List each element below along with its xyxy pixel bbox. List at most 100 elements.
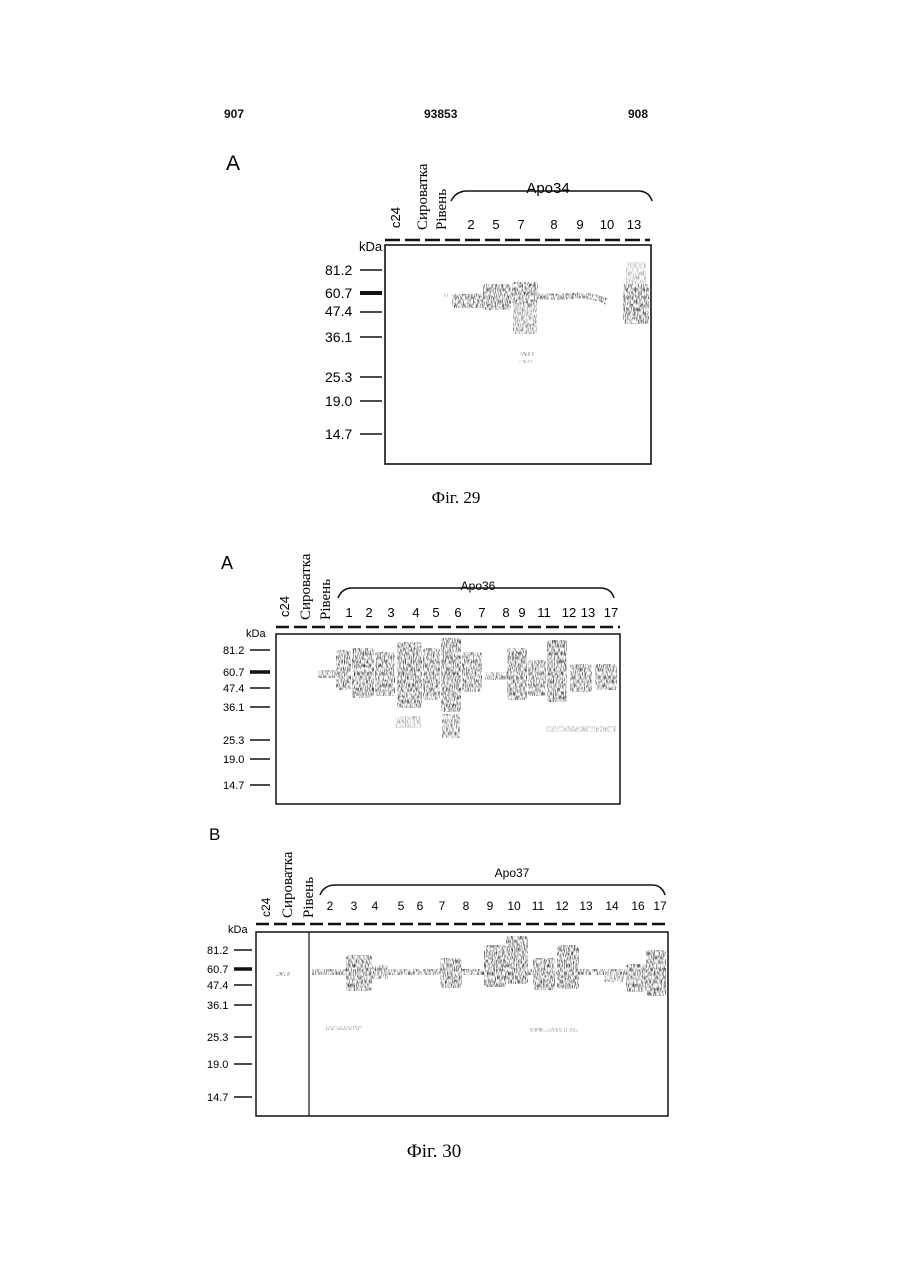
marker-label: 14.7: [207, 1092, 228, 1104]
band: [626, 964, 646, 992]
lane-label-serum: Сироватка: [298, 553, 314, 620]
group-bracket: [320, 885, 665, 895]
marker-label: 25.3: [207, 1032, 228, 1044]
band: [570, 664, 592, 692]
band: [547, 640, 567, 702]
marker-ladder: 81.2 60.7 47.4 36.1 25.3 19.0 14.7: [325, 262, 382, 442]
group-label: Apo37: [495, 866, 530, 880]
band-smear: [546, 726, 616, 732]
marker-label: 25.3: [325, 369, 352, 385]
blot-frame: [256, 932, 668, 1116]
band: [646, 950, 666, 996]
marker-label: 60.7: [325, 285, 352, 301]
band: [336, 650, 351, 690]
marker-ladder: 81.2 60.7 47.4 36.1 25.3 19.0 14.7: [207, 945, 252, 1104]
marker-label: 14.7: [325, 426, 352, 442]
lane-number: 3: [387, 605, 394, 620]
marker-ladder: 81.2 60.7 47.4 36.1 25.3 19.0 14.7: [223, 645, 270, 792]
lane-number: 17: [653, 899, 667, 913]
marker-label: 47.4: [207, 980, 228, 992]
band: [452, 294, 488, 308]
lane-number: 8: [502, 605, 509, 620]
band-smear: [530, 1028, 578, 1032]
marker-label: 14.7: [223, 780, 244, 792]
lane-number: 13: [581, 605, 595, 620]
band: [623, 284, 649, 324]
band: [462, 652, 482, 692]
band: [352, 648, 374, 698]
band: [346, 955, 372, 991]
lane-number: 8: [550, 217, 557, 232]
lane-number: 12: [562, 605, 576, 620]
marker-label: 36.1: [223, 702, 244, 714]
group-label: Apo34: [526, 180, 569, 197]
lane-label-c24: c24: [277, 596, 292, 617]
figure-caption: Фіг. 30: [407, 1141, 461, 1162]
figure-30-panel-a: A c24 Сироватка Рівень Apo36 1 2 3 4 5 6…: [221, 553, 620, 804]
group-label: Apo36: [461, 579, 496, 593]
marker-label: 19.0: [325, 393, 352, 409]
lane-number: 13: [579, 899, 593, 913]
band: [483, 284, 511, 310]
figure-29-panel-a: A c24 Сироватка Рівень Apo34 2 5 7 8 9 1…: [226, 152, 652, 507]
band-smear: [513, 304, 537, 334]
band: [485, 672, 507, 680]
band: [557, 945, 579, 989]
band-smear: [626, 262, 646, 284]
lane-number: 14: [605, 899, 619, 913]
lane-number: 9: [518, 605, 525, 620]
band: [375, 652, 395, 696]
lane-number: 1: [345, 605, 352, 620]
marker-label: 47.4: [223, 683, 244, 695]
band: [441, 638, 461, 712]
band-smear: [395, 716, 421, 728]
marker-label: 60.7: [207, 964, 228, 976]
band: [604, 974, 624, 982]
lane-number: 17: [604, 605, 618, 620]
lane-label-level: Рівень: [318, 579, 334, 620]
lane-label-level: Рівень: [301, 877, 317, 918]
lane-number: 7: [439, 899, 446, 913]
lane-numbers: 2 3 4 5 6 7 8 9 10 11 12 13 14 16 17: [327, 899, 667, 913]
unit-label: kDa: [359, 239, 383, 254]
band: [318, 670, 336, 678]
band: [372, 965, 388, 979]
lane-number: 9: [487, 899, 494, 913]
band: [506, 936, 528, 984]
lane-label-c24: c24: [259, 897, 273, 917]
lane-number: 11: [532, 899, 545, 913]
lane-numbers: 1 2 3 4 5 6 7 8 9 11 12 13 17: [345, 605, 618, 620]
band-smear: [326, 1026, 362, 1030]
marker-label: 60.7: [223, 667, 244, 679]
band: [533, 958, 555, 990]
lane-number: 5: [492, 217, 499, 232]
panel-letter: A: [221, 553, 233, 573]
lane-number: 10: [507, 899, 521, 913]
lane-number: 12: [555, 899, 569, 913]
lane-label-level: Рівень: [434, 189, 450, 230]
blot-frame: [385, 245, 651, 464]
lane-number: 7: [517, 217, 524, 232]
band: [440, 958, 462, 988]
lane-number: 10: [600, 217, 614, 232]
lane-number: 11: [537, 605, 551, 620]
lane-number: 5: [432, 605, 439, 620]
figure-30-panel-b: B c24 Сироватка Рівень Apo37 2 3 4 5 6 7…: [207, 825, 668, 1162]
band: [397, 642, 422, 708]
band: [423, 648, 440, 700]
band: [520, 352, 534, 356]
lane-number: 7: [478, 605, 485, 620]
lane-number: 16: [631, 899, 645, 913]
band: [528, 660, 546, 696]
panel-letter: A: [226, 152, 240, 175]
band: [519, 360, 533, 363]
band-smear: [442, 714, 460, 738]
band: [484, 945, 506, 987]
lane-number: 8: [463, 899, 470, 913]
lane-label-serum: Сироватка: [280, 851, 296, 918]
lane-number: 13: [627, 217, 641, 232]
marker-label: 19.0: [207, 1059, 228, 1071]
marker-label: 19.0: [223, 754, 244, 766]
marker-label: 36.1: [325, 329, 352, 345]
